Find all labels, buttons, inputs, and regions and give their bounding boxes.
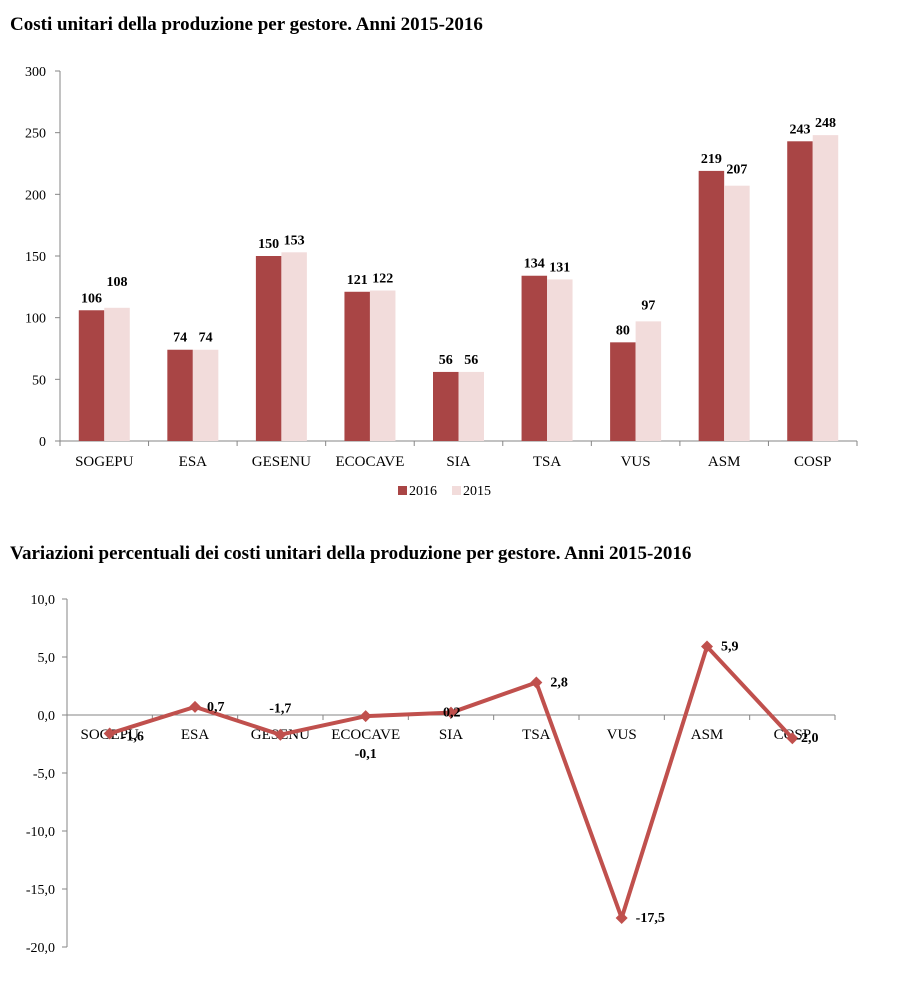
bar-2016-asm [698, 170, 725, 441]
bar-data-label: 153 [284, 233, 305, 248]
bar-data-label: 207 [726, 163, 747, 178]
bar-category-label: TSA [533, 454, 562, 470]
line-data-label: 0,2 [443, 706, 461, 721]
line-category-label: VUS [607, 727, 637, 743]
bar-data-label: 150 [258, 237, 279, 252]
line-category-label: SIA [439, 727, 463, 743]
bar-chart-title: Costi unitari della produzione per gesto… [10, 14, 483, 35]
line-data-label: -2,0 [796, 731, 818, 746]
line-y-tick-label: 10,0 [31, 593, 56, 608]
bar-category-label: ASM [708, 454, 741, 470]
bar-2015-esa [192, 349, 219, 441]
legend-swatch-2015 [452, 486, 461, 495]
line-category-label: TSA [522, 727, 551, 743]
bar-data-label: 106 [81, 291, 102, 306]
bar-category-label: VUS [621, 454, 651, 470]
bar-2016-sia [433, 371, 459, 441]
bar-category-label: GESENU [252, 454, 311, 470]
line-point-sogepu [103, 727, 116, 740]
bar-data-label: 121 [347, 273, 368, 288]
bar-category-label: SOGEPU [75, 454, 134, 470]
line-y-tick-label: -20,0 [26, 941, 55, 956]
bar-data-label: 97 [641, 298, 655, 313]
line-point-sia [445, 706, 457, 719]
bar-y-tick-label: 200 [25, 188, 46, 203]
bar-2016-esa [167, 349, 193, 441]
legend-label-2016: 2016 [409, 484, 437, 499]
bar-y-tick-label: 100 [25, 312, 46, 327]
line-point-gesenu [274, 728, 287, 741]
bar-2015-asm [724, 185, 750, 441]
line-point-vus [615, 912, 628, 924]
line-point-cosp [786, 732, 799, 745]
line-data-label: -0,1 [355, 747, 377, 762]
bar-category-label: ECOCAVE [335, 454, 404, 470]
line-point-esa [189, 700, 201, 713]
line-data-label: -17,5 [636, 911, 665, 926]
bar-data-label: 74 [199, 331, 213, 346]
line-y-tick-label: 5,0 [38, 651, 56, 666]
bar-data-label: 243 [789, 122, 810, 137]
line-point-ecocave [359, 710, 372, 723]
line-series [109, 644, 794, 920]
bar-category-label: SIA [446, 454, 470, 470]
line-point-asm [701, 640, 713, 653]
line-chart-title: Variazioni percentuali dei costi unitari… [10, 543, 692, 564]
bar-2016-tsa [521, 275, 548, 441]
line-data-label: 5,9 [721, 640, 739, 655]
bar-category-label: COSP [794, 454, 832, 470]
bar-2015-tsa [547, 279, 573, 441]
bar-2015-cosp [812, 135, 839, 441]
line-point-tsa [530, 676, 543, 689]
line-category-label: ECOCAVE [331, 727, 400, 743]
line-data-label: 2,8 [550, 676, 568, 691]
bar-data-label: 108 [107, 275, 128, 290]
bar-data-label: 56 [464, 353, 478, 368]
bar-data-label: 248 [815, 116, 836, 131]
bar-y-tick-label: 300 [25, 65, 46, 80]
bar-2016-sogepu [78, 310, 105, 441]
line-data-label: -1,7 [269, 702, 291, 717]
line-category-label: ESA [181, 727, 210, 743]
bar-data-label: 56 [439, 353, 453, 368]
bar-2015-ecocave [369, 290, 396, 441]
bar-2016-ecocave [344, 291, 370, 441]
bar-data-label: 74 [173, 331, 187, 346]
line-y-tick-label: -15,0 [26, 883, 55, 898]
bar-data-label: 219 [701, 152, 722, 167]
bar-y-tick-label: 150 [25, 250, 46, 265]
legend-label-2015: 2015 [463, 484, 491, 499]
bar-y-tick-label: 250 [25, 127, 46, 142]
bar-data-label: 131 [549, 260, 570, 275]
bar-data-label: 134 [524, 257, 545, 272]
bar-2016-cosp [787, 141, 813, 442]
bar-data-label: 122 [372, 272, 393, 287]
line-data-label: -1,6 [122, 730, 144, 745]
bar-2015-sia [458, 371, 484, 441]
line-category-label: ASM [691, 727, 724, 743]
line-data-label: 0,7 [207, 700, 225, 715]
bar-category-label: ESA [179, 454, 208, 470]
legend-swatch-2016 [398, 486, 407, 495]
bar-y-tick-label: 50 [32, 373, 46, 388]
bar-2016-vus [610, 342, 636, 441]
bar-2015-gesenu [281, 252, 307, 441]
bar-2015-sogepu [104, 307, 130, 441]
bar-data-label: 80 [616, 323, 630, 338]
line-y-tick-label: -10,0 [26, 825, 55, 840]
bar-2016-gesenu [255, 256, 282, 441]
bar-2015-vus [635, 321, 662, 441]
line-y-tick-label: 0,0 [38, 709, 56, 724]
bar-y-tick-label: 0 [39, 435, 46, 450]
line-y-tick-label: -5,0 [33, 767, 55, 782]
